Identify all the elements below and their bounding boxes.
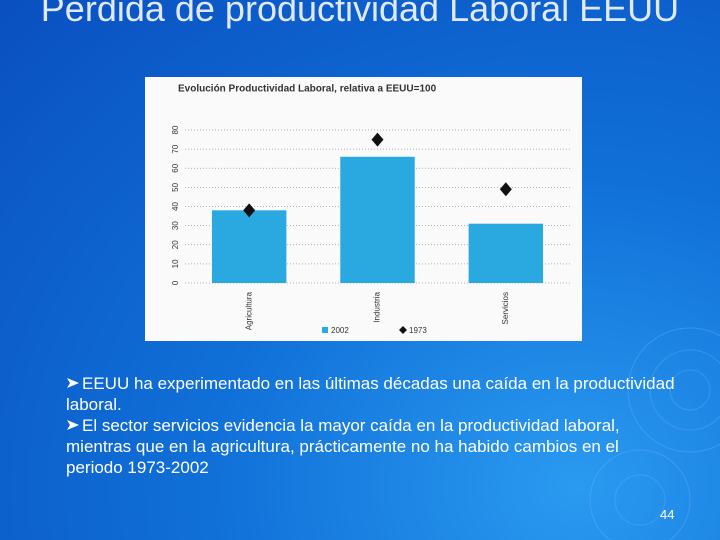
bullet-text: El sector servicios evidencia la mayor c… (66, 416, 620, 477)
legend-swatch (399, 326, 407, 334)
marker-diamond (499, 182, 512, 197)
x-tick-label: Servicios (501, 292, 510, 324)
legend-label: 2002 (331, 326, 349, 335)
y-tick-label: 0 (171, 280, 180, 285)
chart-title: Evolución Productividad Laboral, relativ… (178, 84, 437, 95)
slide-title: Pérdida de productividad Laboral EEUU (40, 0, 680, 29)
bar (340, 156, 415, 283)
y-tick-label: 30 (171, 221, 180, 230)
legend-swatch (322, 327, 328, 333)
bullet-text: EEUU ha experimentado en las últimas déc… (66, 374, 675, 414)
bullet-list: EEUU ha experimentado en las últimas déc… (66, 373, 676, 478)
bullet: EEUU ha experimentado en las últimas déc… (66, 373, 676, 415)
y-tick-label: 10 (171, 259, 180, 268)
x-tick-label: Agricultura (244, 291, 253, 330)
y-tick-label: 40 (171, 202, 180, 211)
marker-diamond (371, 132, 384, 147)
y-tick-label: 80 (171, 125, 180, 134)
y-tick-label: 60 (171, 163, 180, 172)
x-tick-label: Industria (373, 291, 382, 322)
bullet: El sector servicios evidencia la mayor c… (66, 415, 676, 478)
y-tick-label: 20 (171, 240, 180, 249)
bar (211, 210, 287, 283)
y-tick-label: 50 (171, 182, 180, 191)
y-tick-label: 70 (171, 144, 180, 153)
marker-diamond (243, 203, 256, 218)
bar (468, 223, 544, 283)
bullet-arrow (67, 420, 79, 430)
page-number: 44 (660, 507, 675, 522)
legend-label: 1973 (409, 326, 427, 335)
bullet-arrow (67, 378, 79, 388)
